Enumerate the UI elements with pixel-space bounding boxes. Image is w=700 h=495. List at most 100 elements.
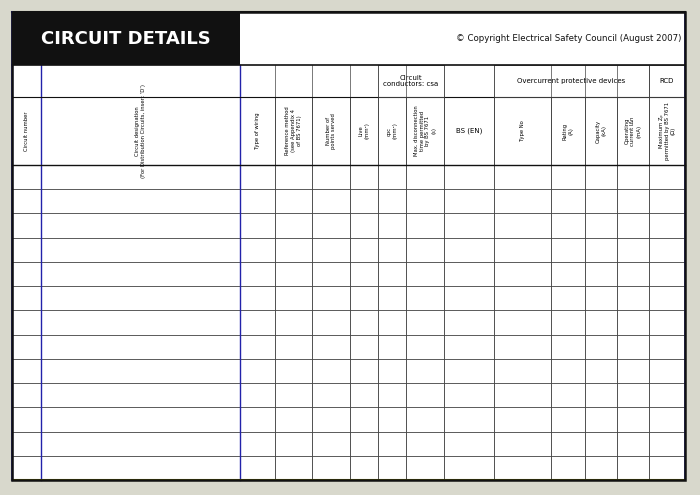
- Bar: [649, 262, 685, 286]
- Bar: [378, 432, 406, 456]
- Bar: [350, 456, 378, 480]
- Bar: [406, 432, 444, 456]
- Bar: [585, 456, 617, 480]
- Bar: [240, 238, 275, 262]
- Bar: [649, 65, 685, 97]
- Bar: [494, 97, 551, 165]
- Bar: [378, 97, 406, 165]
- Bar: [350, 238, 378, 262]
- Bar: [649, 97, 685, 165]
- Text: Rating
(A): Rating (A): [563, 122, 573, 140]
- Text: Type No: Type No: [520, 121, 525, 142]
- Text: Overcurrent protective devices: Overcurrent protective devices: [517, 78, 626, 84]
- Bar: [617, 432, 649, 456]
- Bar: [378, 407, 406, 432]
- Bar: [12, 432, 41, 456]
- Text: BS (EN): BS (EN): [456, 128, 482, 134]
- Bar: [551, 97, 585, 165]
- Bar: [312, 213, 350, 238]
- Bar: [12, 359, 41, 383]
- Bar: [585, 213, 617, 238]
- Bar: [350, 165, 378, 189]
- Bar: [378, 65, 444, 97]
- Bar: [312, 97, 350, 165]
- Bar: [275, 359, 312, 383]
- Bar: [350, 213, 378, 238]
- Bar: [12, 65, 685, 97]
- Bar: [494, 456, 551, 480]
- Bar: [350, 97, 378, 165]
- Bar: [551, 286, 585, 310]
- Bar: [350, 335, 378, 359]
- Bar: [312, 359, 350, 383]
- Bar: [275, 189, 312, 213]
- Bar: [12, 165, 41, 189]
- Bar: [41, 189, 240, 213]
- Bar: [240, 359, 275, 383]
- Bar: [350, 310, 378, 335]
- Bar: [551, 407, 585, 432]
- Bar: [312, 456, 350, 480]
- Bar: [275, 286, 312, 310]
- Bar: [275, 97, 312, 165]
- Bar: [378, 238, 406, 262]
- Bar: [275, 383, 312, 407]
- Bar: [585, 165, 617, 189]
- Bar: [494, 238, 551, 262]
- Bar: [585, 238, 617, 262]
- Bar: [649, 189, 685, 213]
- Bar: [12, 262, 41, 286]
- Bar: [275, 456, 312, 480]
- Bar: [617, 310, 649, 335]
- Bar: [378, 383, 406, 407]
- Bar: [406, 262, 444, 286]
- Bar: [617, 286, 649, 310]
- Bar: [617, 262, 649, 286]
- Bar: [406, 407, 444, 432]
- Bar: [585, 407, 617, 432]
- Bar: [617, 383, 649, 407]
- Bar: [494, 286, 551, 310]
- Bar: [649, 383, 685, 407]
- Bar: [551, 335, 585, 359]
- Bar: [350, 407, 378, 432]
- Bar: [649, 432, 685, 456]
- Bar: [406, 456, 444, 480]
- Text: Type of wiring: Type of wiring: [255, 113, 260, 149]
- Bar: [240, 165, 275, 189]
- Bar: [275, 262, 312, 286]
- Bar: [312, 189, 350, 213]
- Bar: [617, 97, 649, 165]
- Bar: [312, 383, 350, 407]
- Bar: [240, 310, 275, 335]
- Bar: [378, 286, 406, 310]
- Bar: [350, 432, 378, 456]
- Bar: [406, 383, 444, 407]
- Bar: [41, 97, 240, 165]
- Bar: [494, 213, 551, 238]
- Bar: [406, 97, 444, 165]
- Bar: [378, 189, 406, 213]
- Bar: [240, 456, 275, 480]
- Bar: [12, 12, 240, 65]
- Bar: [240, 286, 275, 310]
- Bar: [585, 310, 617, 335]
- Bar: [406, 310, 444, 335]
- Bar: [378, 310, 406, 335]
- Bar: [494, 407, 551, 432]
- Bar: [494, 383, 551, 407]
- Bar: [444, 432, 494, 456]
- Bar: [551, 456, 585, 480]
- Bar: [585, 97, 617, 165]
- Bar: [41, 383, 240, 407]
- Bar: [275, 165, 312, 189]
- Bar: [312, 165, 350, 189]
- Bar: [312, 262, 350, 286]
- Text: Circuit
conductors: csa: Circuit conductors: csa: [384, 75, 439, 88]
- Bar: [41, 335, 240, 359]
- Bar: [494, 65, 649, 97]
- Bar: [551, 213, 585, 238]
- Bar: [41, 456, 240, 480]
- Bar: [350, 359, 378, 383]
- Bar: [312, 335, 350, 359]
